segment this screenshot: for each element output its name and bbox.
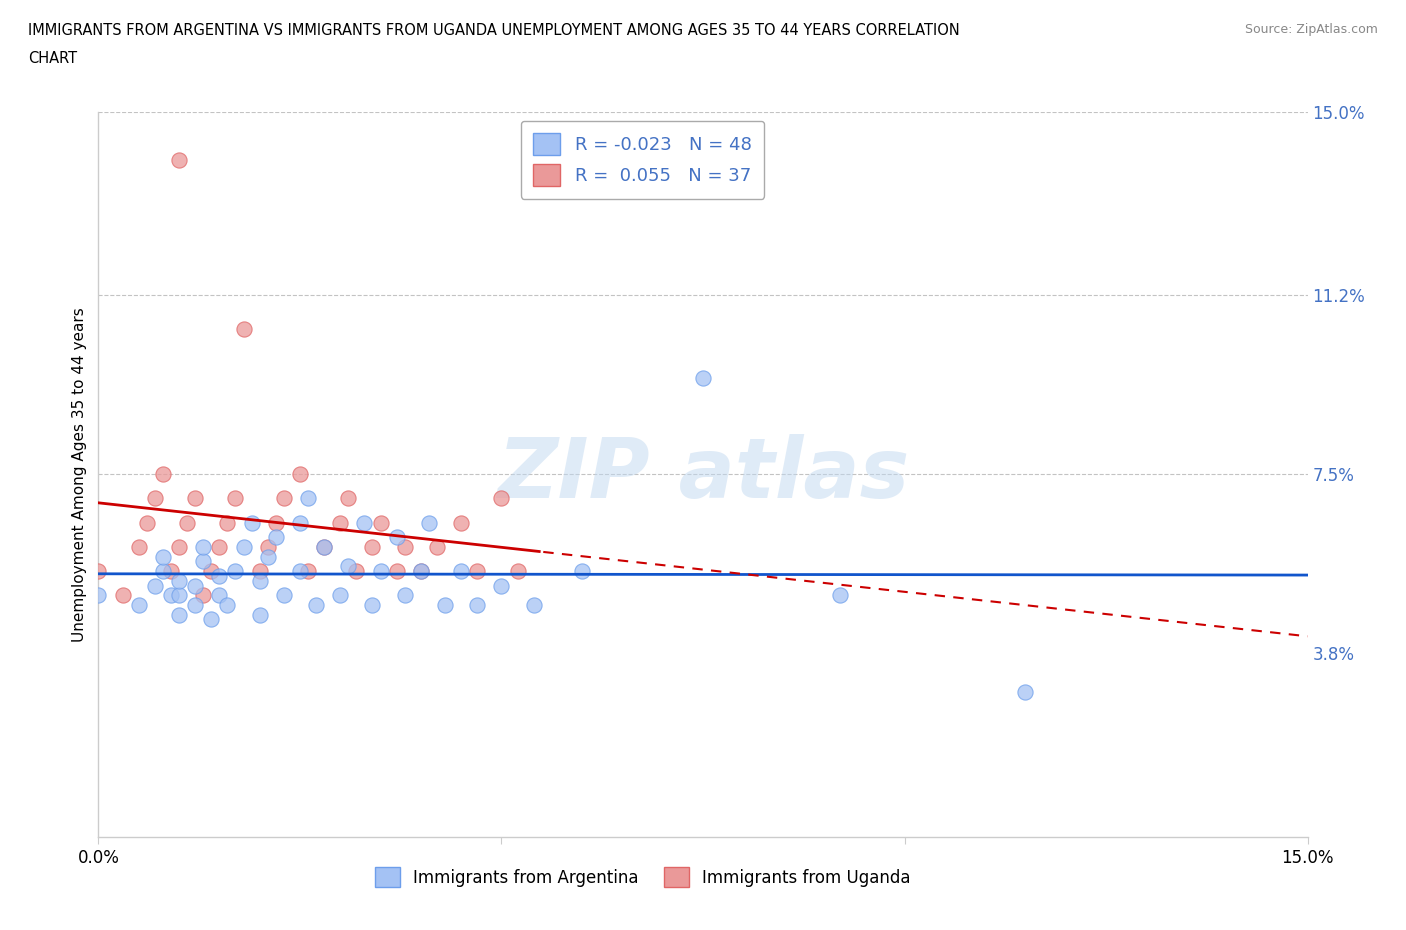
Point [385, 530, 408, 545]
Point [828, 588, 851, 603]
Point [297, 564, 319, 578]
Point [337, 491, 360, 506]
Point [249, 607, 271, 622]
Point [409, 564, 432, 578]
Point [394, 539, 416, 554]
Point [176, 515, 198, 530]
Point [434, 597, 457, 612]
Point [692, 370, 714, 385]
Point [167, 607, 190, 622]
Point [394, 588, 416, 603]
Point [314, 539, 336, 554]
Point [305, 597, 328, 612]
Point [224, 491, 246, 506]
Point [184, 491, 207, 506]
Point [128, 539, 150, 554]
Point [193, 539, 215, 554]
Point [160, 588, 183, 603]
Point [208, 588, 231, 603]
Point [329, 515, 352, 530]
Point [249, 573, 271, 588]
Point [273, 491, 295, 506]
Point [450, 515, 472, 530]
Point [240, 515, 263, 530]
Point [143, 491, 166, 506]
Point [87, 564, 110, 578]
Point [200, 564, 222, 578]
Point [200, 612, 222, 627]
Point [184, 597, 207, 612]
Point [217, 515, 239, 530]
Point [249, 564, 271, 578]
Point [418, 515, 440, 530]
Point [208, 539, 231, 554]
Point [370, 564, 392, 578]
Point [152, 467, 174, 482]
Point [426, 539, 449, 554]
Point [344, 564, 367, 578]
Point [353, 515, 375, 530]
Point [152, 564, 174, 578]
Point [329, 588, 352, 603]
Point [224, 564, 246, 578]
Point [314, 539, 336, 554]
Point [143, 578, 166, 593]
Point [465, 597, 488, 612]
Point [491, 578, 513, 593]
Point [571, 564, 593, 578]
Text: CHART: CHART [28, 51, 77, 66]
Point [385, 564, 408, 578]
Point [288, 515, 311, 530]
Text: Source: ZipAtlas.com: Source: ZipAtlas.com [1244, 23, 1378, 36]
Text: IMMIGRANTS FROM ARGENTINA VS IMMIGRANTS FROM UGANDA UNEMPLOYMENT AMONG AGES 35 T: IMMIGRANTS FROM ARGENTINA VS IMMIGRANTS … [28, 23, 960, 38]
Point [264, 530, 287, 545]
Point [167, 588, 190, 603]
Point [450, 564, 472, 578]
Point [465, 564, 488, 578]
Legend: Immigrants from Argentina, Immigrants from Uganda: Immigrants from Argentina, Immigrants fr… [368, 860, 917, 894]
Point [160, 564, 183, 578]
Point [87, 588, 110, 603]
Point [288, 467, 311, 482]
Point [193, 588, 215, 603]
Point [288, 564, 311, 578]
Point [232, 322, 254, 337]
Point [361, 539, 384, 554]
Point [297, 491, 319, 506]
Point [370, 515, 392, 530]
Point [523, 597, 546, 612]
Point [337, 559, 360, 574]
Point [152, 549, 174, 564]
Point [273, 588, 295, 603]
Point [167, 573, 190, 588]
Point [193, 554, 215, 569]
Text: ZIP atlas: ZIP atlas [496, 433, 910, 515]
Point [361, 597, 384, 612]
Point [491, 491, 513, 506]
Point [111, 588, 134, 603]
Y-axis label: Unemployment Among Ages 35 to 44 years: Unemployment Among Ages 35 to 44 years [72, 307, 87, 642]
Point [232, 539, 254, 554]
Point [409, 564, 432, 578]
Point [1014, 684, 1036, 699]
Point [217, 597, 239, 612]
Point [167, 539, 190, 554]
Point [506, 564, 529, 578]
Point [128, 597, 150, 612]
Point [167, 153, 190, 167]
Point [135, 515, 157, 530]
Point [264, 515, 287, 530]
Point [256, 539, 278, 554]
Point [256, 549, 278, 564]
Point [208, 568, 231, 583]
Point [184, 578, 207, 593]
